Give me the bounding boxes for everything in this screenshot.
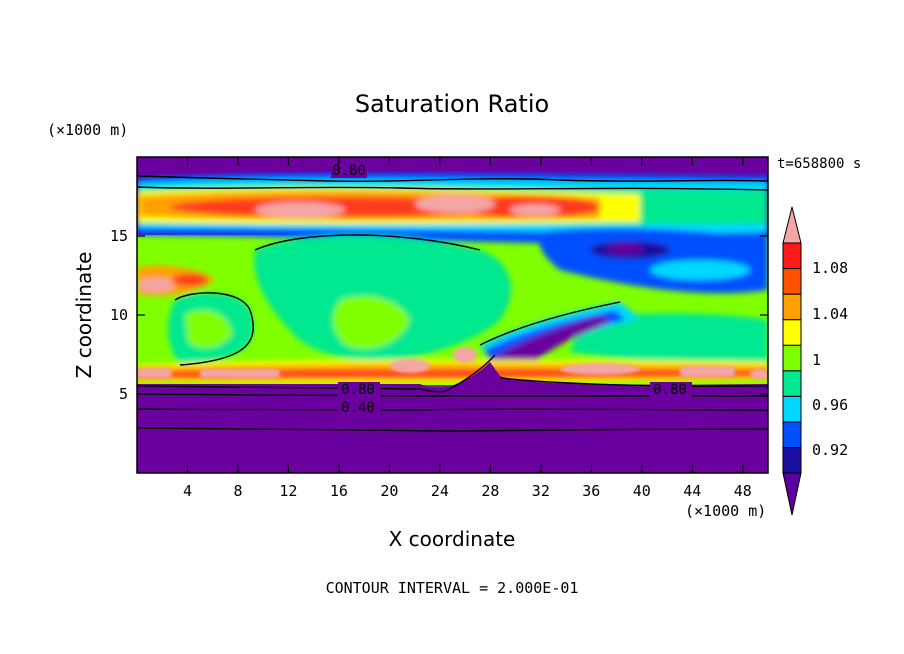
mid-teal-center [254,235,512,362]
mid-teal-right [570,313,768,364]
pink-patch-6 [680,366,735,377]
colorbar-segment [782,293,802,321]
pink-patch-3 [390,359,430,373]
mid-green-left [185,310,232,349]
colorbar-segment [782,421,802,448]
x-axis-label: X coordinate [389,527,516,551]
right-cyan-1 [650,260,750,280]
colorbar-tick-label: 0.92 [812,441,848,459]
contour-upper-080 [137,175,768,183]
x-tick-label: 44 [683,482,701,500]
x-tick-label: 12 [279,482,297,500]
contour-080-lower [137,393,768,398]
right-purple-1 [607,244,643,254]
colorbar: 0.92 0.96 1 1.04 1.08 [782,206,848,516]
colorbar-segment [782,319,802,346]
colorbar-segment [782,370,802,397]
contour-lines [137,175,768,432]
x-tick-label: 8 [233,482,242,500]
colorbar-segment [782,446,802,474]
x-axis-ticks: 4 8 12 16 20 24 28 32 36 40 44 48 [183,157,752,500]
x-tick-label: 36 [582,482,600,500]
left-red-patch [172,274,208,286]
x-tick-label: 28 [481,482,499,500]
colorbar-segment [782,242,802,270]
lower-pink-patches [137,347,768,379]
contour-label-lower-right: 0.80 [653,382,687,398]
y-unit-label: (×1000 m) [47,121,128,139]
x-tick-label: 40 [633,482,651,500]
pink-patch-5 [560,363,640,375]
upper-pink-1 [255,202,345,218]
colorbar-segment [782,344,802,372]
upper-dry-layer [137,157,768,174]
colorbar-segment [782,395,802,423]
colorbar-upper-extension [782,206,802,244]
mid-green-center [333,296,410,349]
y-tick-label: 5 [119,385,128,403]
x-tick-label: 24 [431,482,449,500]
chart-title: Saturation Ratio [355,90,549,118]
contour-mid-1 [174,292,254,366]
contour-cloudbase-2 [499,377,768,387]
contour-label-upper: 0.80 [332,163,366,179]
colorbar-tick-label: 1.08 [812,259,848,277]
x-tick-label: 16 [330,482,348,500]
y-axis-ticks: 5 10 15 [110,227,768,403]
contour-diagonal [479,301,621,346]
contour-040 [137,408,768,411]
x-tick-label: 4 [183,482,192,500]
footer-contour-interval: CONTOUR INTERVAL = 2.000E-01 [326,579,579,597]
pink-patch-1 [137,368,172,378]
y-tick-label: 15 [110,227,128,245]
contour-label-040: 0.40 [341,400,375,416]
x-unit-label: (×1000 m) [685,502,766,520]
contour-upper-080b [137,186,768,191]
contour-cloudbase-1 [137,354,496,393]
pink-patch-4 [453,347,477,363]
contour-mid-2 [254,234,481,251]
colorbar-segment [782,268,802,295]
contour-label-lower-left: 0.80 [341,382,375,398]
upper-pink-3 [510,204,560,216]
x-tick-label: 32 [532,482,550,500]
field-layers [137,172,768,390]
heatmap-field: 0.80 0.80 0.40 0.80 [137,157,768,473]
y-axis-label: Z coordinate [72,252,96,379]
colorbar-tick-label: 1.04 [812,305,848,323]
lower-dry-layer [137,362,768,473]
upper-pink-2 [415,195,495,213]
x-tick-label: 20 [380,482,398,500]
colorbar-tick-label: 1 [812,351,821,369]
left-pink-patch [138,278,174,292]
pink-patch-2 [200,369,280,378]
y-tick-label: 10 [110,306,128,324]
x-tick-label: 48 [734,482,752,500]
colorbar-lower-extension [782,472,802,516]
pink-patch-7 [750,369,768,379]
colorbar-tick-label: 0.96 [812,396,848,414]
time-label: t=658800 s [777,156,861,172]
contour-low-1 [137,427,768,432]
contour-labels: 0.80 0.80 0.40 0.80 [331,163,692,416]
